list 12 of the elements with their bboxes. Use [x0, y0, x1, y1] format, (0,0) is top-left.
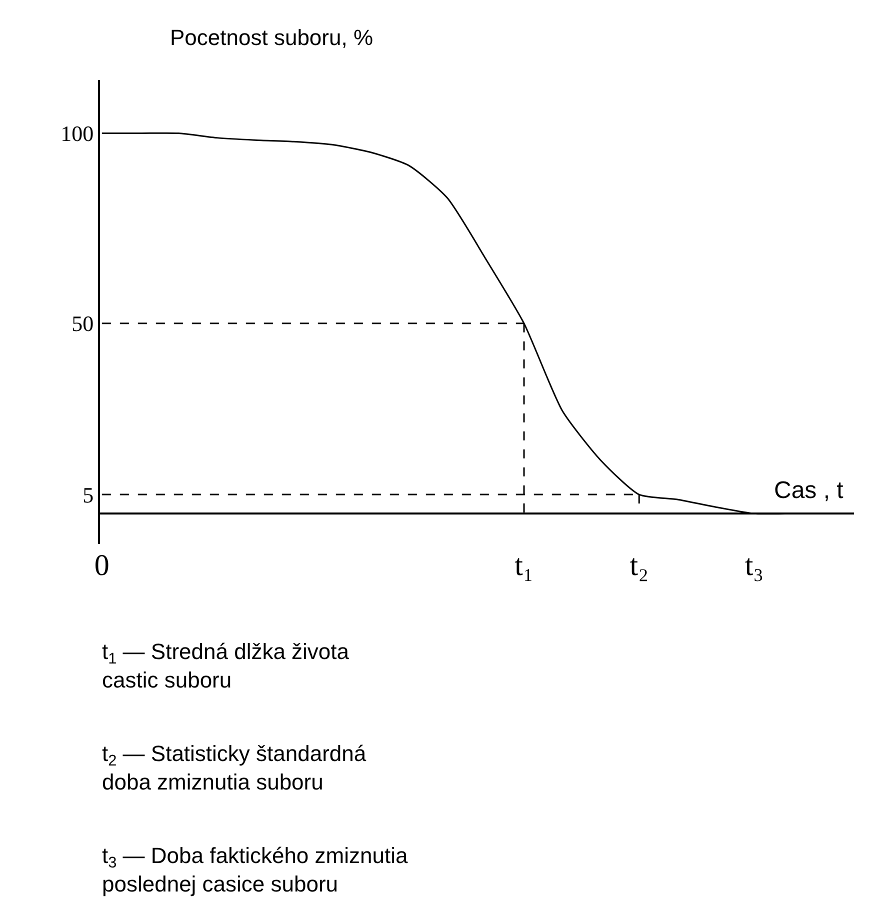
x-axis-title: Cas , t — [774, 477, 844, 504]
text: t$_{3}$ — Doba faktického zmiznutia poslednej casice suboru — [102, 843, 408, 897]
x-tick-label: t₃ — [744, 549, 764, 582]
y-axis-title: Pocetnost suboru, % — [170, 25, 374, 50]
x-tick-label: t₁ — [514, 549, 534, 582]
y-tick-label: 5 — [82, 482, 94, 508]
text: t$_{1}$ — Stredná dlžka života castic suboru — [102, 639, 350, 693]
text: t$_{2}$ — Statisticky štandardná doba zmiznutia suboru — [102, 741, 367, 795]
y-tick-label: 50 — [72, 311, 94, 336]
y-tick-label: 100 — [60, 120, 94, 146]
x-tick-label: t₂ — [630, 549, 649, 582]
x-tick-label: 0 — [94, 549, 110, 582]
